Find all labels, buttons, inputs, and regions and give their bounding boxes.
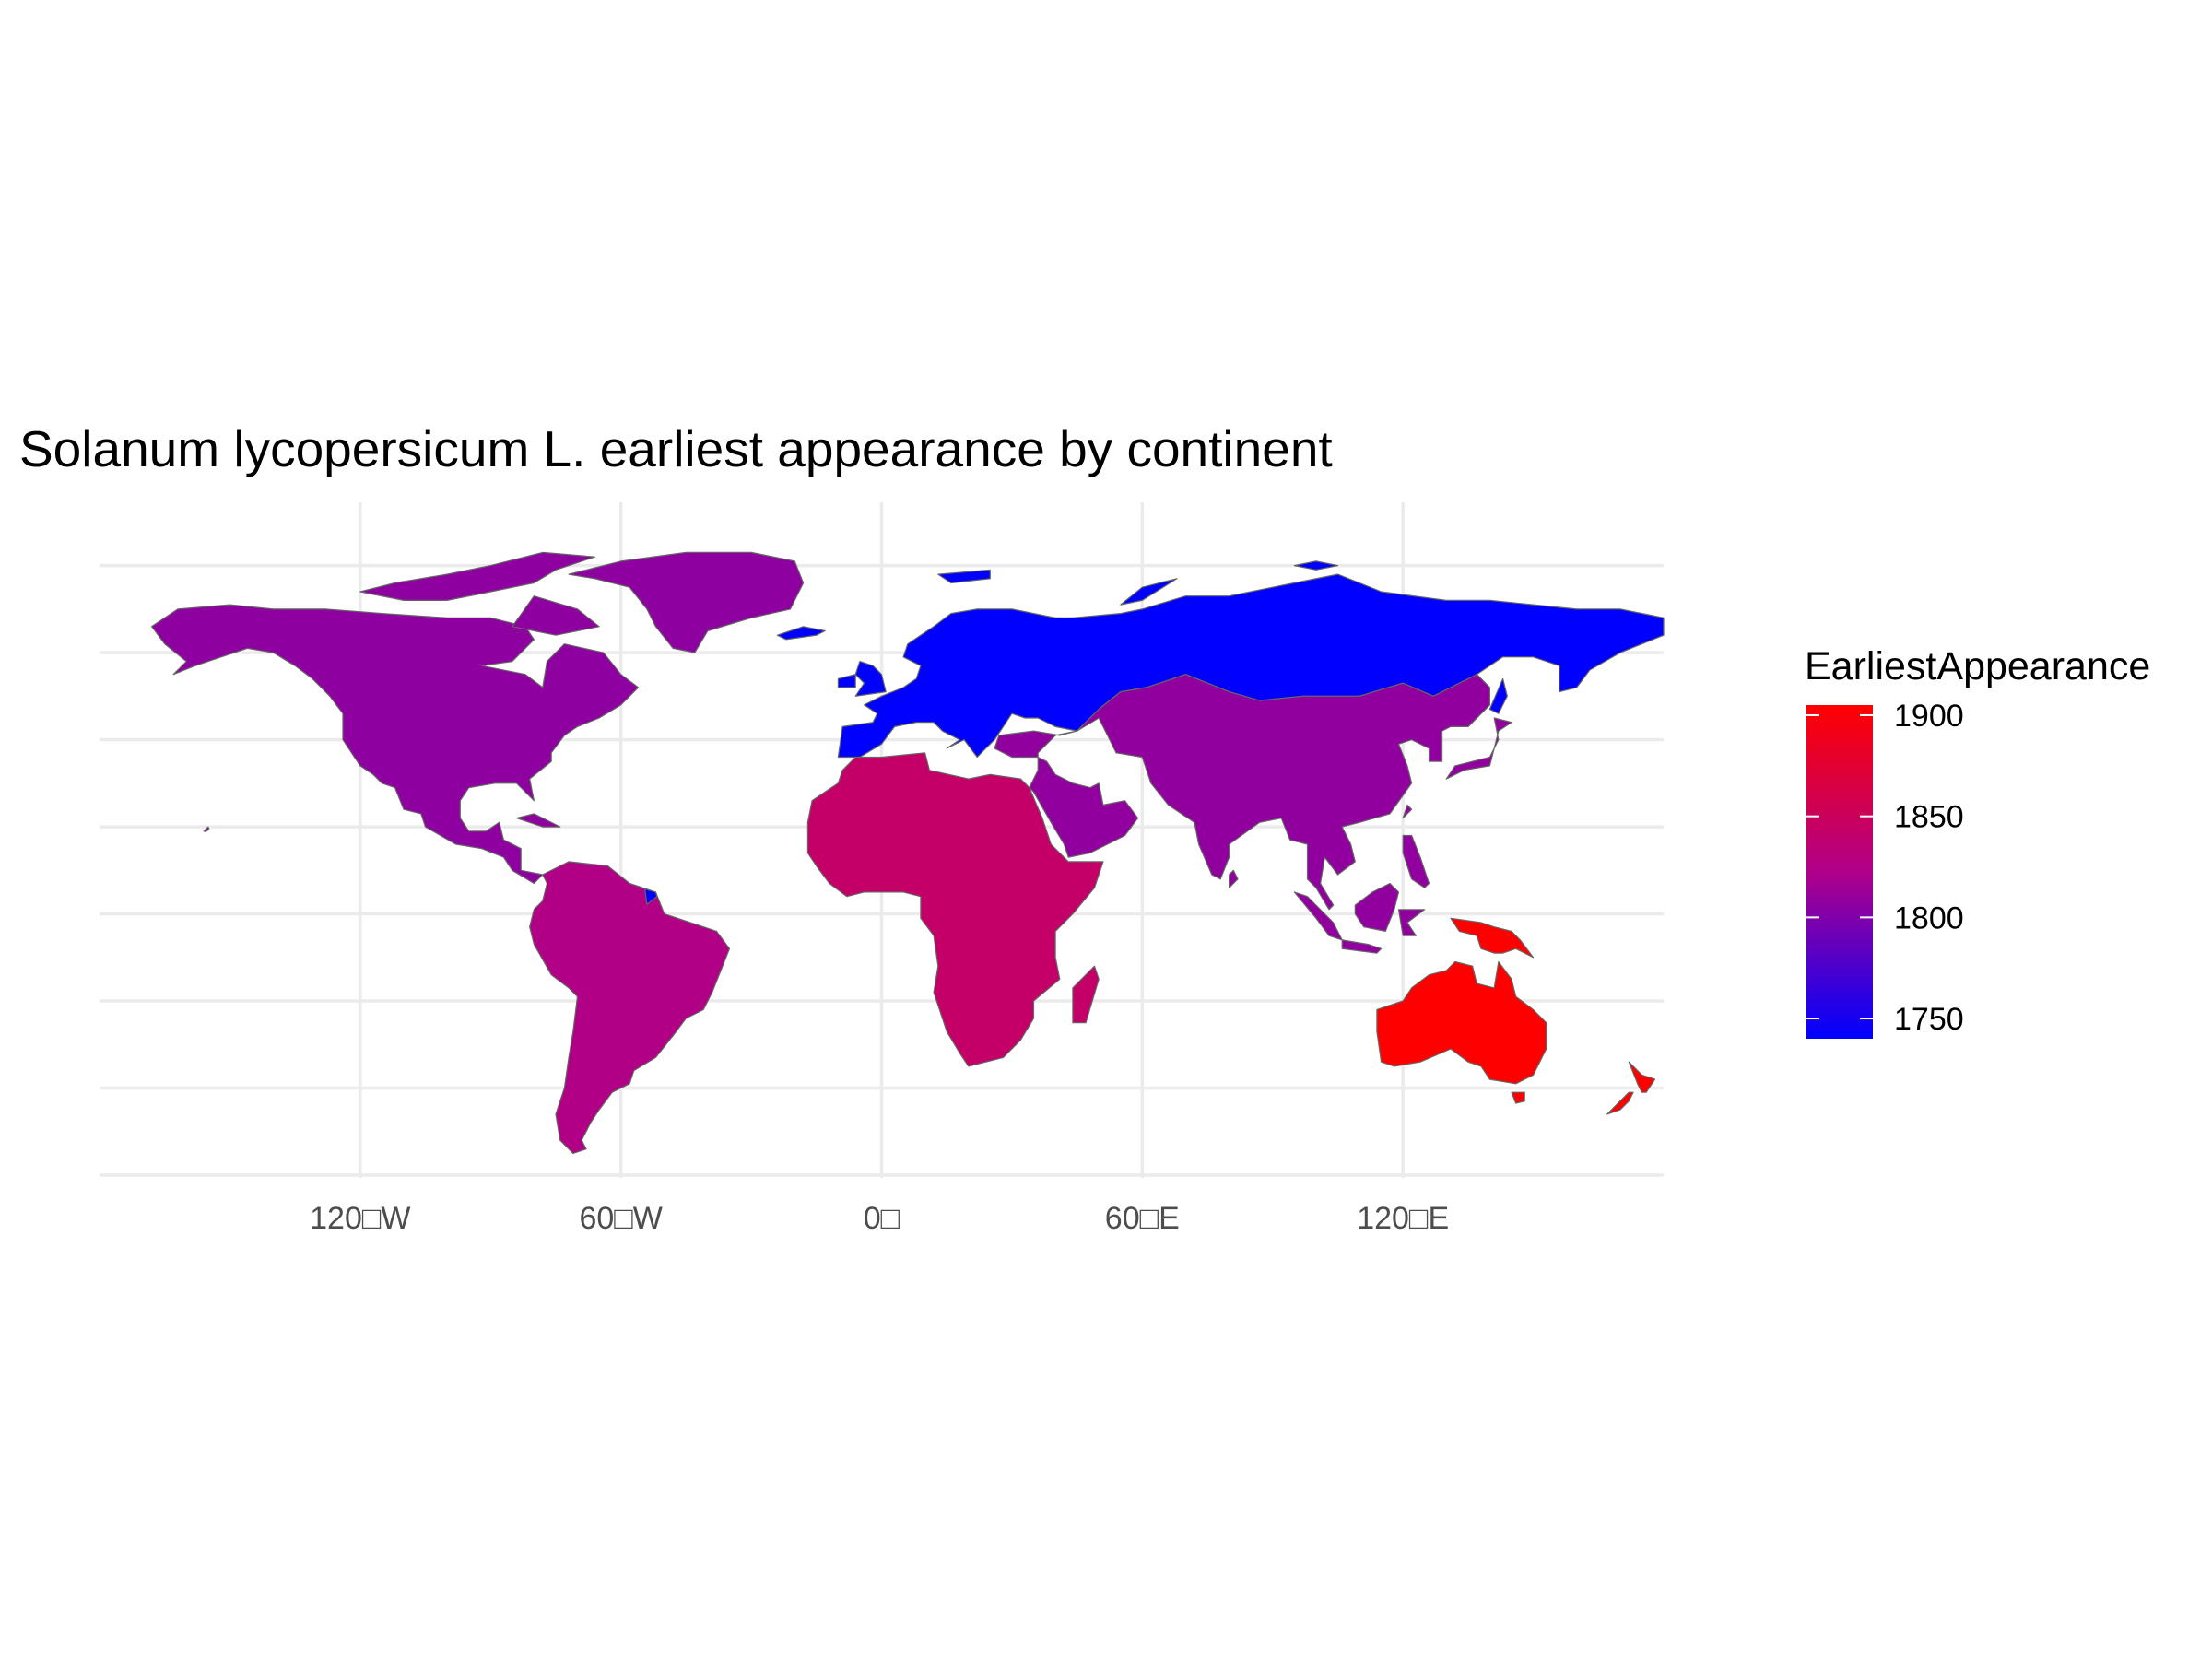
region-shape-south-america xyxy=(529,861,731,1154)
legend-colorbar xyxy=(1806,705,1873,1039)
region-shape-north-america xyxy=(359,551,595,601)
region-shape-north-america xyxy=(568,551,805,653)
map-regions xyxy=(151,551,1665,1154)
region-shape-europe xyxy=(776,626,826,641)
legend-tick-label: 1800 xyxy=(1894,900,1964,935)
region-shape-oceania xyxy=(1511,1091,1525,1104)
region-shape-europe xyxy=(1120,578,1178,606)
region-asia xyxy=(994,674,1512,954)
region-oceania xyxy=(1376,917,1656,1115)
region-shape-europe xyxy=(854,661,887,697)
region-shape-europe-overseas xyxy=(644,888,658,905)
region-shape-europe xyxy=(937,569,991,584)
region-shape-africa xyxy=(806,752,1104,1067)
region-shape-asia xyxy=(1293,891,1343,941)
region-shape-europe xyxy=(1488,677,1508,714)
region-shape-asia xyxy=(1445,717,1512,780)
region-south-america xyxy=(529,861,731,1154)
x-tick-label: 60□E xyxy=(1105,1201,1180,1236)
x-tick-label: 0□ xyxy=(864,1201,900,1236)
legend-tick-label: 1750 xyxy=(1894,1002,1964,1037)
region-north-america xyxy=(151,551,805,885)
region-africa xyxy=(806,752,1104,1067)
legend: EarliestAppearance 1900 1850 1800 1750 xyxy=(1805,644,2150,1039)
region-shape-north-america xyxy=(151,604,640,885)
region-shape-europe xyxy=(837,674,856,688)
region-shape-north-america xyxy=(515,813,561,828)
region-shape-asia xyxy=(1229,869,1239,888)
region-shape-oceania xyxy=(1376,960,1547,1085)
legend-tick-label: 1900 xyxy=(1894,699,1964,734)
legend-title: EarliestAppearance xyxy=(1805,644,2150,688)
region-shape-oceania xyxy=(1606,1091,1634,1115)
x-tick-label: 60□W xyxy=(579,1201,662,1236)
region-shape-asia xyxy=(1402,834,1430,888)
plot-title: Solanum lycopersicum L. earliest appeara… xyxy=(19,420,1333,477)
region-shape-asia xyxy=(1341,939,1382,954)
region-shape-north-america xyxy=(512,595,600,636)
region-shape-north-america xyxy=(203,826,210,832)
region-shape-asia xyxy=(1402,804,1413,819)
legend-tick-label: 1850 xyxy=(1894,800,1964,835)
region-shape-oceania xyxy=(1450,917,1535,959)
region-shape-africa xyxy=(1072,965,1100,1024)
region-shape-oceania xyxy=(1628,1061,1656,1093)
x-axis-ticks: 120□W 60□W 0□ 60□E 120□E xyxy=(310,1201,1449,1236)
region-shape-europe xyxy=(1293,560,1339,571)
region-shape-asia xyxy=(1354,882,1400,932)
x-tick-label: 120□W xyxy=(310,1201,410,1236)
x-tick-label: 120□E xyxy=(1357,1201,1449,1236)
region-shape-asia xyxy=(994,674,1490,911)
region-shape-asia xyxy=(1397,909,1426,936)
